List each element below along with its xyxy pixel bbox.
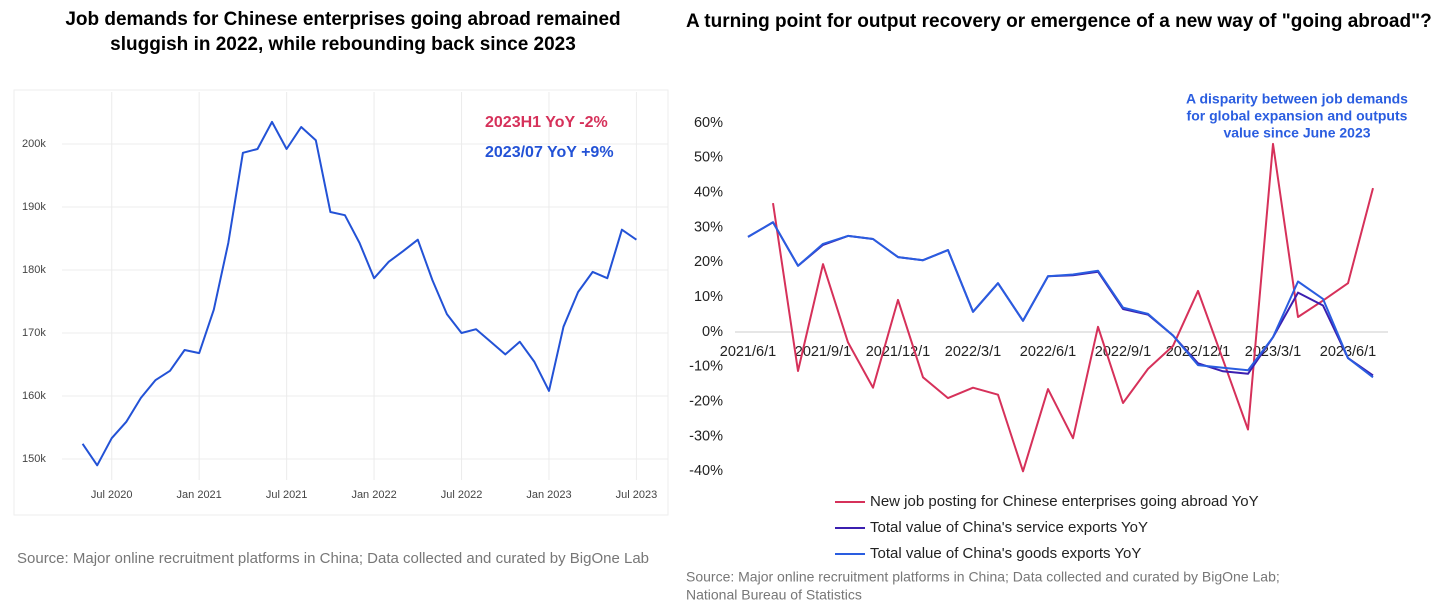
y-tick-label: 30% bbox=[694, 219, 723, 235]
series-line bbox=[772, 142, 1374, 473]
x-tick-label: 2022/6/1 bbox=[1020, 344, 1076, 360]
x-tick-label: 2022/3/1 bbox=[945, 344, 1001, 360]
annotation: A disparity between job demands bbox=[1186, 91, 1408, 107]
x-tick-label: 2021/6/1 bbox=[720, 344, 776, 360]
annotation: 2023H1 YoY -2% bbox=[485, 114, 608, 131]
series-line bbox=[81, 120, 637, 467]
series-line bbox=[747, 221, 1374, 379]
chart-title: Job demands for Chinese enterprises goin… bbox=[65, 9, 620, 30]
chart-title: sluggish in 2022, while rebounding back … bbox=[110, 34, 576, 55]
chart-title: A turning point for output recovery or e… bbox=[686, 11, 1432, 32]
y-tick-label: -10% bbox=[689, 359, 723, 375]
y-tick-label: 0% bbox=[702, 324, 723, 340]
legend-label: Total value of China's service exports Y… bbox=[870, 519, 1148, 536]
y-tick-label: -30% bbox=[689, 428, 723, 444]
annotation: for global expansion and outputs bbox=[1187, 108, 1408, 124]
y-tick-label: 10% bbox=[694, 289, 723, 305]
y-tick-label: 170k bbox=[22, 327, 46, 339]
x-tick-label: 2021/9/1 bbox=[795, 344, 851, 360]
x-tick-label: Jul 2022 bbox=[441, 489, 483, 501]
x-tick-label: Jul 2023 bbox=[616, 489, 658, 501]
annotation: 2023/07 YoY +9% bbox=[485, 144, 614, 161]
x-tick-label: 2023/3/1 bbox=[1245, 344, 1301, 360]
y-tick-label: 20% bbox=[694, 254, 723, 270]
x-tick-label: Jul 2020 bbox=[91, 489, 133, 501]
x-tick-label: 2023/6/1 bbox=[1320, 344, 1376, 360]
x-tick-label: Jan 2022 bbox=[351, 489, 396, 501]
x-tick-label: 2022/12/1 bbox=[1166, 344, 1231, 360]
y-tick-label: 50% bbox=[694, 150, 723, 166]
x-tick-label: Jan 2023 bbox=[526, 489, 571, 501]
y-tick-label: 190k bbox=[22, 201, 46, 213]
y-tick-label: 150k bbox=[22, 453, 46, 465]
x-tick-label: 2021/12/1 bbox=[866, 344, 931, 360]
y-tick-label: 60% bbox=[694, 115, 723, 131]
legend-label: New job posting for Chinese enterprises … bbox=[870, 493, 1259, 510]
x-tick-label: Jan 2021 bbox=[177, 489, 222, 501]
x-tick-label: 2022/9/1 bbox=[1095, 344, 1151, 360]
y-tick-label: -40% bbox=[689, 463, 723, 479]
y-tick-label: 160k bbox=[22, 390, 46, 402]
annotation: value since June 2023 bbox=[1223, 125, 1370, 141]
x-tick-label: Jul 2021 bbox=[266, 489, 308, 501]
source-note: Source: Major online recruitment platfor… bbox=[686, 569, 1280, 585]
y-tick-label: 180k bbox=[22, 264, 46, 276]
source-note: National Bureau of Statistics bbox=[686, 587, 862, 603]
plot-frame bbox=[13, 89, 669, 516]
y-tick-label: 40% bbox=[694, 184, 723, 200]
source-note: Source: Major online recruitment platfor… bbox=[17, 550, 649, 567]
y-tick-label: -20% bbox=[689, 393, 723, 409]
y-tick-label: 200k bbox=[22, 138, 46, 150]
legend-label: Total value of China's goods exports YoY bbox=[870, 545, 1141, 562]
